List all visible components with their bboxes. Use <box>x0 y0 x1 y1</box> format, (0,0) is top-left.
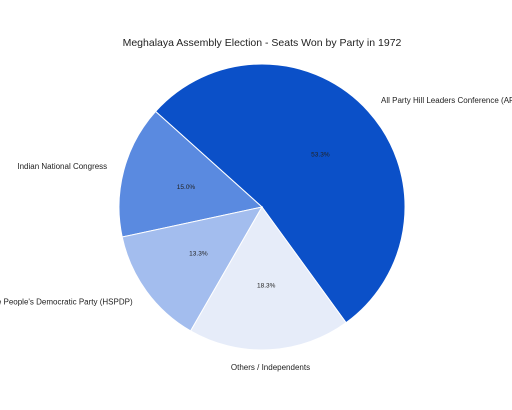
pie-slice-percent-1: 53.3% <box>311 151 330 158</box>
pie-slice-4 <box>189 206 347 351</box>
pie-slice-label-2: Indian National Congress <box>17 162 107 171</box>
pie-labels: 53.3% All Party Hill Leaders Conference (… <box>0 96 512 372</box>
pie-slice-label-4: Others / Independents <box>231 363 310 372</box>
pie-slice-3 <box>121 206 263 332</box>
pie-slices <box>118 63 406 351</box>
pie-slice-percent-4: 18.3% <box>257 283 276 290</box>
pie-slice-percent-3: 13.3% <box>189 250 208 257</box>
pie-slice-percent-2: 15.0% <box>177 184 196 191</box>
pie-slice-label-3: Hill State People's Democratic Party (HS… <box>0 297 133 306</box>
pie-slice-1 <box>154 63 406 324</box>
chart-title: Meghalaya Assembly Election - Seats Won … <box>123 37 402 49</box>
pie-slice-label-1: All Party Hill Leaders Conference (APHLC… <box>381 96 512 105</box>
pie-slice-2 <box>118 110 264 238</box>
